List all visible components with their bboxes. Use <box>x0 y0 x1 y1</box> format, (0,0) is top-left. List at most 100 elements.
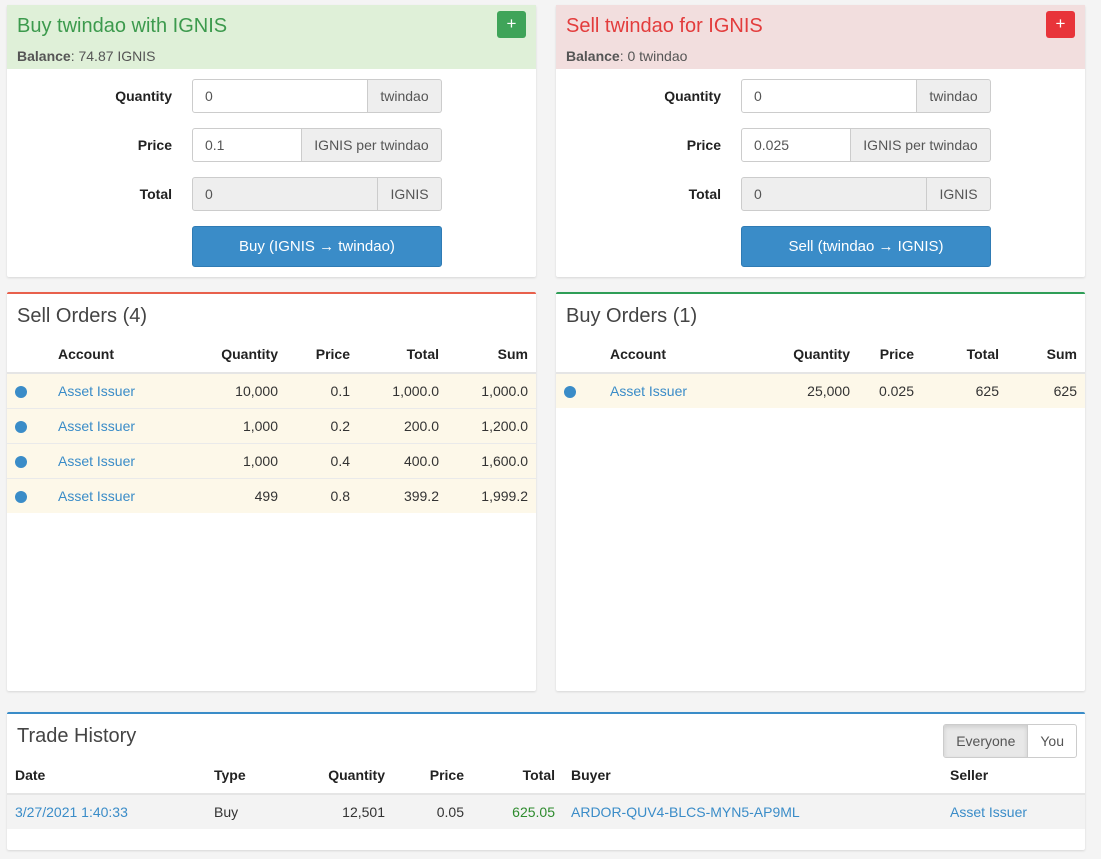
status-dot-icon <box>15 386 27 399</box>
trade-col-quantity: Quantity <box>289 757 393 795</box>
sell-orders-col-price: Price <box>286 336 358 374</box>
sell-orders-col-total: Total <box>358 336 447 374</box>
sell-quantity-unit: twindao <box>917 79 991 113</box>
trade-history-filter: Everyone You <box>943 724 1077 758</box>
trade-price-cell: 0.05 <box>393 793 472 829</box>
sell-panel: Sell twindao for IGNIS Balance: 0 twinda… <box>556 5 1085 277</box>
sell-orders-col-dot <box>7 336 50 374</box>
row-dot-cell <box>7 407 50 443</box>
sell-orders-col-sum: Sum <box>447 336 536 374</box>
table-row[interactable]: 3/27/2021 1:40:33 Buy 12,501 0.05 625.05… <box>7 793 1085 829</box>
quantity-cell: 1,000 <box>155 442 286 478</box>
buy-price-input[interactable]: 0.1 <box>192 128 302 162</box>
account-link[interactable]: Asset Issuer <box>50 442 155 478</box>
table-row[interactable]: Asset Issuer 1,000 0.2 200.0 1,200.0 <box>7 407 536 443</box>
account-link[interactable]: Asset Issuer <box>50 372 155 408</box>
quantity-cell: 25,000 <box>722 372 858 408</box>
trade-type-cell: Buy <box>206 793 289 829</box>
trade-col-buyer: Buyer <box>563 757 942 795</box>
buy-orders-col-account: Account <box>602 336 722 374</box>
buy-price-row: Price 0.1 IGNIS per twindao <box>7 128 536 162</box>
price-cell: 0.2 <box>286 407 358 443</box>
sell-quantity-input[interactable]: 0 <box>741 79 917 113</box>
sell-quantity-label: Quantity <box>664 88 721 104</box>
buy-orders-col-quantity: Quantity <box>722 336 858 374</box>
trade-history-header-row: Date Type Quantity Price Total Buyer Sel… <box>7 757 1085 795</box>
trade-quantity-cell: 12,501 <box>289 793 393 829</box>
total-cell: 200.0 <box>358 407 447 443</box>
buy-price-unit: IGNIS per twindao <box>302 128 442 162</box>
price-cell: 0.1 <box>286 372 358 408</box>
table-row[interactable]: Asset Issuer 499 0.8 399.2 1,999.2 <box>7 477 536 513</box>
sell-quantity-row: Quantity 0 twindao <box>556 79 1085 113</box>
status-dot-icon <box>564 386 576 399</box>
account-link[interactable]: Asset Issuer <box>50 407 155 443</box>
sum-cell: 625 <box>1007 372 1085 408</box>
trade-col-total: Total <box>472 757 563 795</box>
trade-col-type: Type <box>206 757 289 795</box>
buy-orders-col-total: Total <box>922 336 1007 374</box>
row-dot-cell <box>7 442 50 478</box>
buy-orders-col-sum: Sum <box>1007 336 1085 374</box>
sum-cell: 1,200.0 <box>447 407 536 443</box>
row-dot-cell <box>556 372 602 408</box>
sell-price-input[interactable]: 0.025 <box>741 128 851 162</box>
sell-total-label: Total <box>688 186 721 202</box>
buy-quantity-input[interactable]: 0 <box>192 79 368 113</box>
trade-col-seller: Seller <box>942 757 1085 795</box>
sell-price-row: Price 0.025 IGNIS per twindao <box>556 128 1085 162</box>
total-cell: 1,000.0 <box>358 372 447 408</box>
buy-total-row: Total 0 IGNIS <box>7 177 536 211</box>
account-link[interactable]: Asset Issuer <box>50 477 155 513</box>
sell-orders-panel: Sell Orders (4) Account Quantity Price T… <box>7 292 536 691</box>
trade-col-date: Date <box>7 757 206 795</box>
price-cell: 0.025 <box>858 372 922 408</box>
sell-orders-table: Account Quantity Price Total Sum Asset I… <box>7 336 536 513</box>
buy-quantity-row: Quantity 0 twindao <box>7 79 536 113</box>
sell-panel-title: Sell twindao for IGNIS <box>566 15 763 37</box>
row-dot-cell <box>7 372 50 408</box>
buy-add-button[interactable]: + <box>497 11 526 38</box>
buy-balance-label: Balance <box>17 48 71 64</box>
buy-orders-col-price: Price <box>858 336 922 374</box>
total-cell: 399.2 <box>358 477 447 513</box>
sum-cell: 1,600.0 <box>447 442 536 478</box>
buy-orders-panel: Buy Orders (1) Account Quantity Price To… <box>556 292 1085 691</box>
filter-you-button[interactable]: You <box>1040 733 1064 749</box>
buy-total-field: 0 <box>192 177 378 211</box>
status-dot-icon <box>15 491 27 504</box>
sell-orders-header-row: Account Quantity Price Total Sum <box>7 336 536 374</box>
trade-date-link[interactable]: 3/27/2021 1:40:33 <box>7 793 206 829</box>
sum-cell: 1,000.0 <box>447 372 536 408</box>
table-row[interactable]: Asset Issuer 1,000 0.4 400.0 1,600.0 <box>7 442 536 478</box>
sell-price-label: Price <box>686 137 721 153</box>
row-dot-cell <box>7 477 50 513</box>
sell-orders-col-quantity: Quantity <box>155 336 286 374</box>
sell-button[interactable]: Sell (twindao → IGNIS) <box>741 226 991 267</box>
total-cell: 625 <box>922 372 1007 408</box>
filter-everyone-button[interactable]: Everyone <box>944 725 1029 757</box>
trade-buyer-link[interactable]: ARDOR-QUV4-BLCS-MYN5-AP9ML <box>563 793 942 829</box>
status-dot-icon <box>15 420 27 433</box>
quantity-cell: 1,000 <box>155 407 286 443</box>
table-row[interactable]: Asset Issuer 25,000 0.025 625 625 <box>556 372 1085 408</box>
account-link[interactable]: Asset Issuer <box>602 372 722 408</box>
buy-orders-col-dot <box>556 336 602 374</box>
sell-total-unit: IGNIS <box>927 177 991 211</box>
price-cell: 0.8 <box>286 477 358 513</box>
buy-quantity-unit: twindao <box>368 79 442 113</box>
buy-total-unit: IGNIS <box>378 177 442 211</box>
buy-balance: Balance: 74.87 IGNIS <box>17 48 526 64</box>
buy-orders-title: Buy Orders (1) <box>566 305 698 327</box>
buy-price-label: Price <box>137 137 172 153</box>
sell-price-unit: IGNIS per twindao <box>851 128 991 162</box>
sell-total-row: Total 0 IGNIS <box>556 177 1085 211</box>
table-row[interactable]: Asset Issuer 10,000 0.1 1,000.0 1,000.0 <box>7 372 536 408</box>
buy-button[interactable]: Buy (IGNIS → twindao) <box>192 226 442 267</box>
buy-orders-table: Account Quantity Price Total Sum Asset I… <box>556 336 1085 408</box>
buy-panel-header: Buy twindao with IGNIS Balance: 74.87 IG… <box>7 5 536 69</box>
trade-seller-link[interactable]: Asset Issuer <box>942 793 1085 829</box>
sell-balance: Balance: 0 twindao <box>566 48 1075 64</box>
sell-orders-col-account: Account <box>50 336 155 374</box>
sell-add-button[interactable]: + <box>1046 11 1075 38</box>
